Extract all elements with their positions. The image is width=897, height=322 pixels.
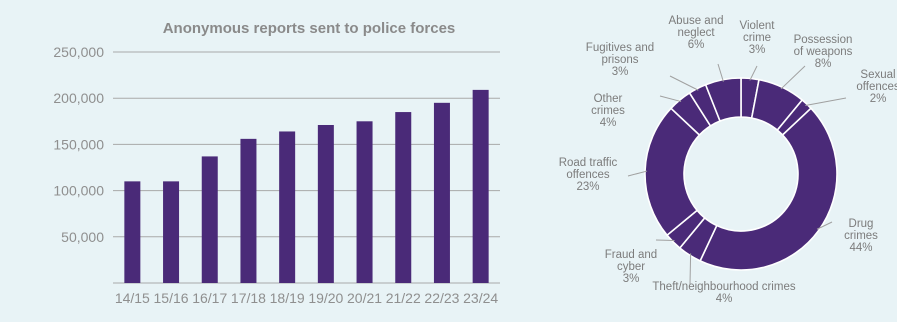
leader-line	[669, 75, 699, 91]
x-tick-label: 23/24	[463, 290, 498, 306]
bar	[395, 112, 412, 283]
leader-line	[627, 170, 648, 177]
y-tick-label: 200,000	[53, 90, 104, 106]
x-tick-label: 20/21	[347, 290, 382, 306]
leader-line	[805, 97, 847, 106]
x-tick-label: 18/19	[270, 290, 305, 306]
bar	[433, 102, 450, 283]
slice-label: Other crimes 4%	[591, 93, 625, 129]
y-tick-label: 50,000	[61, 229, 104, 245]
slice-label: Theft/neighbourhood crimes 4%	[652, 281, 795, 305]
leader-line	[749, 65, 758, 81]
slice-label: Possession of weapons 8%	[794, 34, 853, 70]
x-tick-label: 19/20	[308, 290, 343, 306]
slice-label: Road traffic offences 23%	[559, 157, 618, 193]
bar-chart: Anonymous reports sent to police forces …	[53, 20, 500, 306]
x-tick-label: 17/18	[231, 290, 266, 306]
donut-slice	[704, 77, 742, 123]
y-tick-label: 250,000	[53, 44, 104, 60]
slice-label: Sexual offences 2%	[856, 69, 897, 105]
bar	[279, 131, 296, 283]
donut-slice	[699, 107, 838, 271]
bar	[240, 138, 257, 283]
bar	[472, 89, 489, 283]
slice-label: Fugitives and prisons 3%	[586, 42, 654, 78]
slice-label: Abuse and neglect 6%	[669, 15, 724, 51]
x-tick-label: 21/22	[386, 290, 421, 306]
x-tick-label: 22/23	[424, 290, 459, 306]
slice-label: Violent crime 3%	[740, 20, 776, 56]
bar	[201, 156, 218, 283]
bar-chart-title: Anonymous reports sent to police forces	[163, 20, 456, 37]
bar	[317, 124, 334, 283]
bar	[163, 181, 180, 283]
slice-label: Drug crimes 44%	[844, 218, 878, 254]
leader-line	[689, 253, 692, 285]
x-tick-label: 16/17	[192, 290, 227, 306]
leader-line	[780, 65, 806, 90]
leader-line	[659, 95, 682, 103]
bar	[356, 121, 373, 283]
x-tick-label: 15/16	[154, 290, 189, 306]
slice-label: Fraud and cyber 3%	[605, 249, 657, 285]
y-tick-label: 150,000	[53, 136, 104, 152]
leader-line	[816, 221, 833, 230]
bar	[124, 181, 141, 283]
leader-line	[717, 63, 724, 82]
y-tick-label: 100,000	[53, 183, 104, 199]
x-tick-label: 14/15	[115, 290, 150, 306]
